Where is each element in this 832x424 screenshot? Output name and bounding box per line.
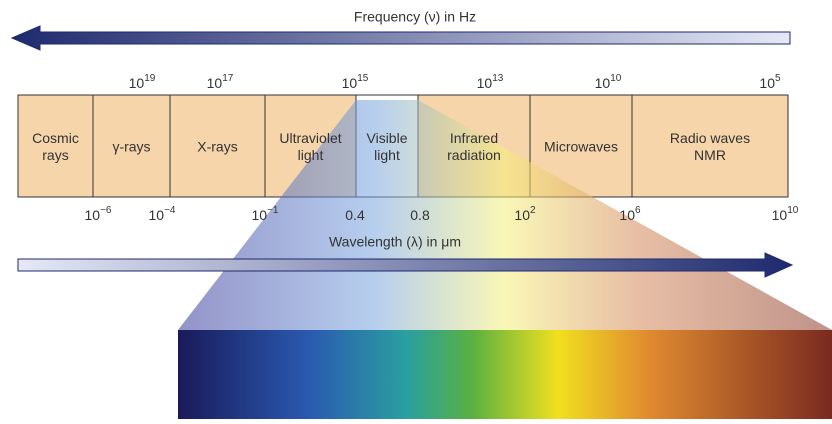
power-label: 1013 [477,73,504,91]
band-label: Ultraviolet [279,130,341,146]
exponent: −1 [267,205,279,216]
power-label: 1010 [595,73,622,91]
power-label: 1010 [772,205,799,223]
band-label: Microwaves [544,139,618,155]
base: 10 [252,207,268,223]
diagram: Frequency (ν) in Hz 10191017101510131010… [0,0,832,419]
band-label: NMR [694,147,726,163]
exponent: 17 [222,73,234,84]
base: 0.4 [345,207,365,223]
exponent: 19 [144,73,156,84]
power-label: 1017 [207,73,234,91]
base: 10 [477,75,493,91]
power-label: 10−4 [149,205,176,223]
exponent: 10 [787,205,799,216]
exponent: 15 [357,73,369,84]
base: 10 [342,75,358,91]
exponent: 6 [635,205,641,216]
exponent: −4 [164,205,176,216]
band-label: Infrared [450,130,498,146]
power-label: 0.4 [345,207,365,223]
exponent: 10 [610,73,622,84]
band-label: Visible [367,130,408,146]
power-label: 105 [759,73,781,91]
base: 10 [149,207,165,223]
band-label: light [374,147,400,163]
exponent: 2 [530,205,536,216]
band-label: γ-rays [112,139,150,155]
base: 0.8 [410,207,430,223]
power-label: 106 [619,205,641,223]
power-label: 0.8 [410,207,430,223]
base: 10 [514,207,530,223]
band-label: X-rays [197,139,237,155]
exponent: 13 [492,73,504,84]
band-label: Cosmic [32,130,79,146]
band-label: light [298,147,324,163]
exponent: −6 [100,205,112,216]
base: 10 [595,75,611,91]
frequency-arrow [12,26,790,50]
band-label: rays [42,147,68,163]
base: 10 [129,75,145,91]
power-label: 10−6 [85,205,112,223]
power-label: 1019 [129,73,156,91]
band-label: Radio waves [670,130,750,146]
base: 10 [207,75,223,91]
base: 10 [85,207,101,223]
base: 10 [772,207,788,223]
exponent: 5 [775,73,781,84]
wavelength-title: Wavelength (λ) in μm [329,234,461,250]
base: 10 [619,207,635,223]
frequency-title: Frequency (ν) in Hz [354,9,476,25]
band-label: radiation [447,147,501,163]
visible-spectrum [178,330,832,419]
power-label: 1015 [342,73,369,91]
base: 10 [759,75,775,91]
